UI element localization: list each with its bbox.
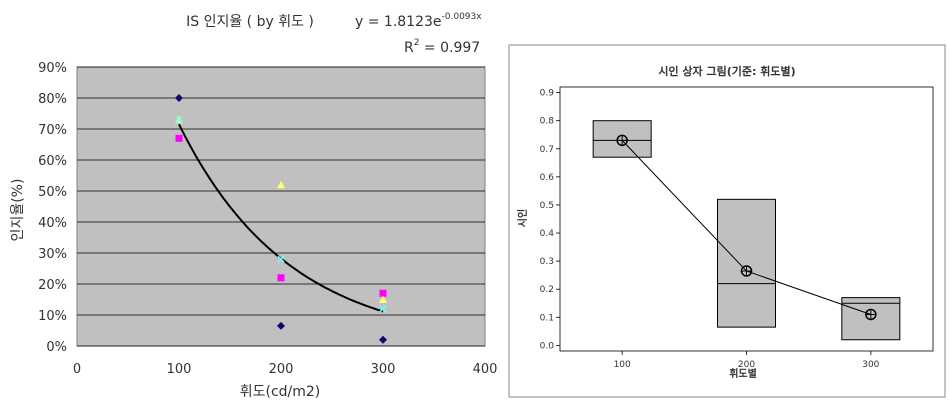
y-tick-label: 70%	[38, 123, 67, 138]
x-tick-label: 400	[473, 362, 498, 377]
y-tick-label: 0.3	[540, 257, 554, 267]
y-tick-label: 60%	[38, 154, 67, 169]
scatter-x-axis-label: 휘도(cd/m2)	[240, 384, 321, 400]
x-tick-label: 300	[862, 360, 879, 370]
mean-marker-cross	[617, 135, 628, 146]
scatter-point-diamond	[277, 321, 285, 330]
scatter-point-square	[379, 289, 387, 297]
y-tick-label: 30%	[38, 247, 67, 262]
y-tick-label: 0.6	[540, 173, 555, 183]
y-tick-label: 10%	[38, 309, 67, 324]
scatter-point-square	[277, 274, 285, 282]
scatter-point-diamond	[175, 94, 183, 102]
y-tick-label: 0.5	[540, 201, 554, 211]
y-tick-label: 90%	[38, 61, 67, 76]
x-tick-label: 200	[738, 360, 755, 370]
plot-area	[76, 66, 486, 347]
trend-equation-exponent: -0.0093x	[442, 12, 483, 22]
scatter-y-axis-label: 인지율(%)	[10, 179, 26, 242]
scatter-point-diamond	[379, 335, 387, 344]
scatter-point-x	[277, 255, 285, 263]
box	[717, 198, 776, 328]
scatter-point-x	[379, 305, 387, 313]
mean-marker-cross	[741, 265, 752, 276]
y-tick-label: 0.0	[540, 341, 555, 351]
y-tick-label: 0%	[46, 340, 67, 355]
scatter-point-square	[175, 134, 183, 142]
y-tick-label: 80%	[38, 92, 67, 107]
scatter-title: IS 인지율 ( by 휘도 )	[186, 14, 314, 30]
x-tick-label: 0	[73, 362, 81, 377]
scatter-point-triangle	[277, 180, 285, 189]
y-tick-label: 20%	[38, 278, 67, 293]
y-tick-label: 0.9	[540, 89, 555, 99]
x-tick-label: 300	[371, 362, 396, 377]
y-tick-label: 0.1	[540, 313, 554, 323]
x-tick-label: 100	[167, 362, 192, 377]
boxplot-title: 시인 상자 그림(기준: 휘도별)	[658, 64, 795, 78]
x-tick-label: 200	[269, 362, 294, 377]
r-squared: R2 = 0.997	[404, 38, 480, 56]
x-tick-label: 100	[614, 360, 631, 370]
y-tick-label: 40%	[38, 216, 67, 231]
y-tick-label: 0.4	[540, 229, 555, 239]
y-tick-label: 0.8	[540, 117, 555, 127]
trend-equation: y = 1.8123e-0.0093x	[355, 12, 482, 30]
scatter-point-triangle	[379, 295, 387, 303]
y-tick-label: 50%	[38, 185, 67, 200]
y-tick-label: 0.7	[540, 145, 554, 155]
y-tick-label: 0.2	[540, 285, 554, 295]
scatter-point-x	[175, 116, 183, 124]
mean-marker-cross	[865, 309, 876, 320]
boxplot-x-axis-label: 휘도별	[729, 367, 757, 380]
boxplot-y-axis-label: 시인	[516, 209, 529, 227]
